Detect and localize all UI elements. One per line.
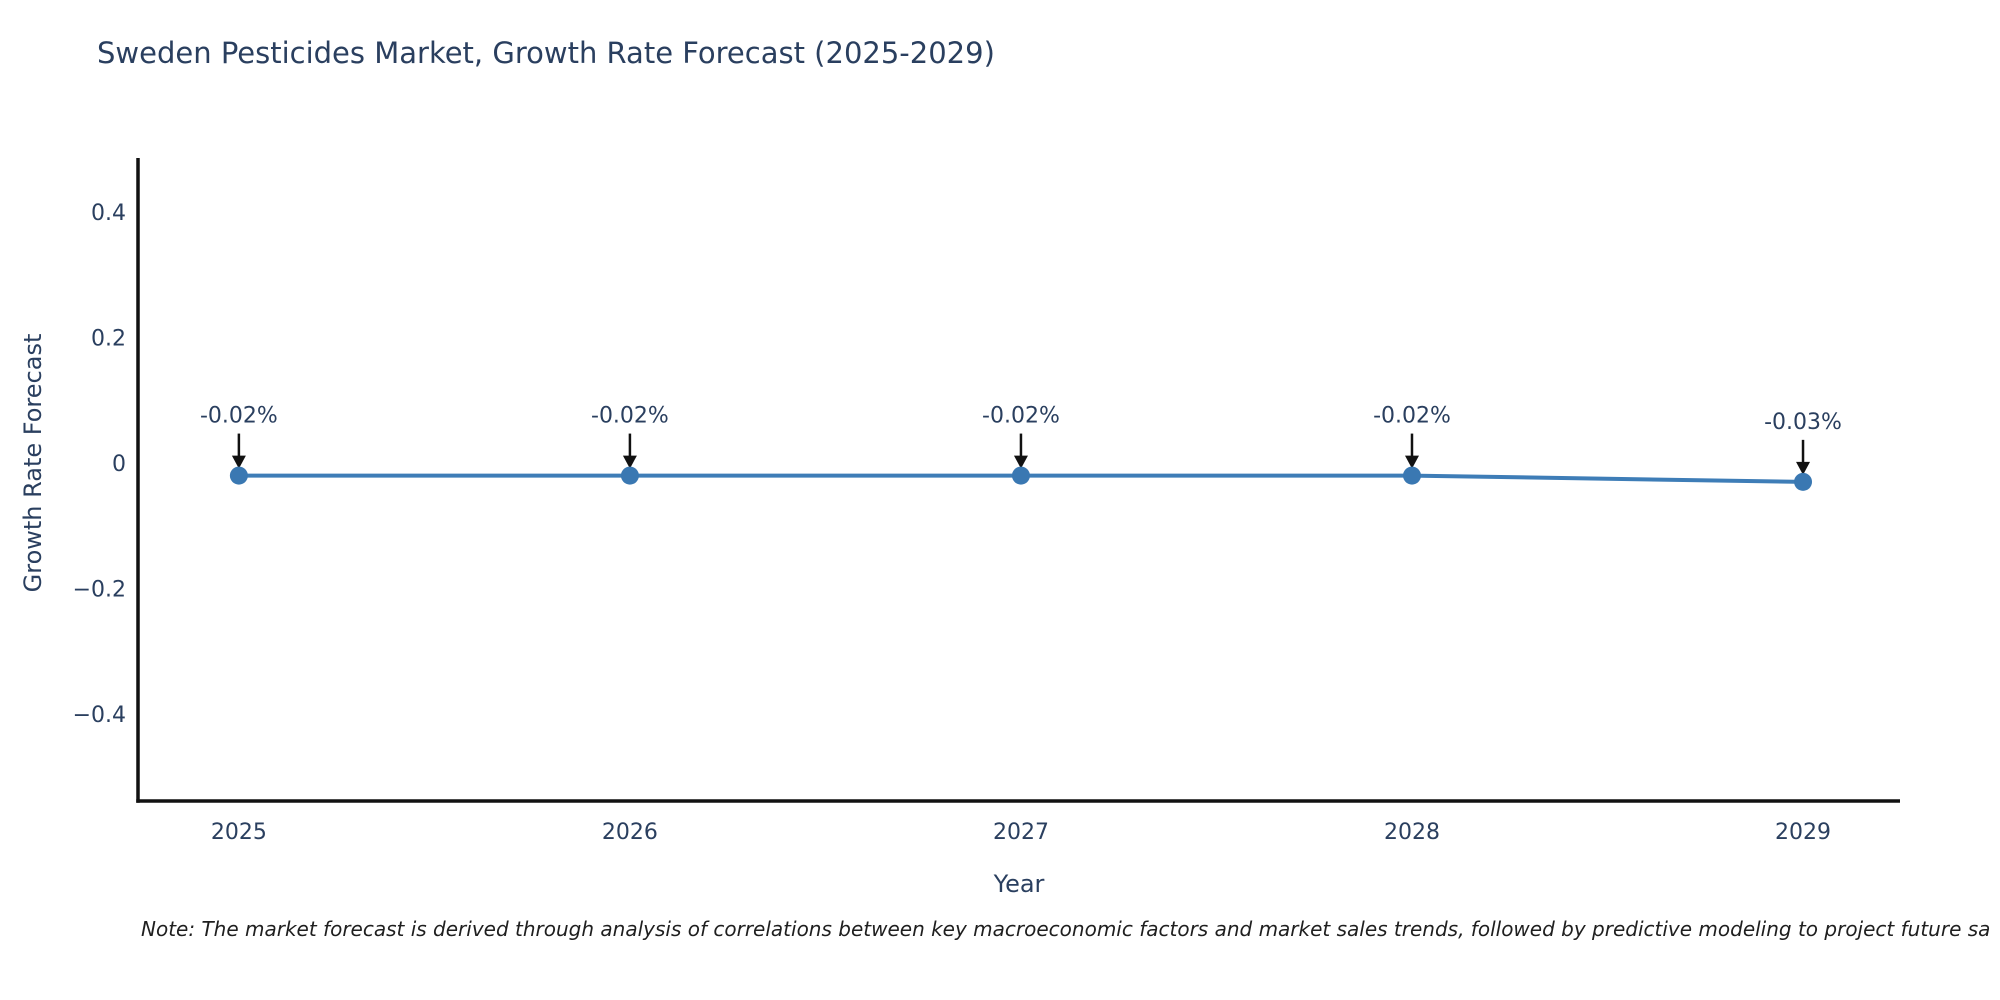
- data-point-marker: [1402, 466, 1421, 485]
- y-tick-label: 0.2: [91, 327, 126, 352]
- x-tick-label: 2028: [1384, 820, 1440, 845]
- x-tick-label: 2027: [993, 820, 1049, 845]
- x-axis-title: Year: [993, 870, 1045, 898]
- x-tick-label: 2025: [211, 820, 267, 845]
- footnote: Note: The market forecast is derived thr…: [141, 917, 1991, 941]
- point-annotation: -0.02%: [200, 404, 278, 429]
- y-tick-label: −0.2: [73, 578, 126, 603]
- point-annotation: -0.02%: [982, 404, 1060, 429]
- data-point-marker: [229, 466, 248, 485]
- annotation-arrow-head: [1013, 455, 1028, 469]
- data-point-marker: [620, 466, 639, 485]
- point-annotation: -0.03%: [1764, 410, 1842, 435]
- annotation-arrow-head: [622, 455, 637, 469]
- y-tick-label: 0: [112, 452, 126, 477]
- annotation-arrow-head: [1404, 455, 1419, 469]
- annotation-arrow-head: [1796, 461, 1811, 475]
- data-point-marker: [1011, 466, 1030, 485]
- data-point-marker: [1794, 472, 1813, 491]
- point-annotation: -0.02%: [1373, 404, 1451, 429]
- y-tick-label: 0.4: [91, 201, 126, 226]
- chart-title: Sweden Pesticides Market, Growth Rate Fo…: [97, 36, 995, 70]
- point-annotation: -0.02%: [591, 404, 669, 429]
- y-tick-label: −0.4: [73, 703, 126, 728]
- annotation-arrow-head: [231, 455, 246, 469]
- x-tick-label: 2029: [1775, 820, 1831, 845]
- x-tick-label: 2026: [602, 820, 658, 845]
